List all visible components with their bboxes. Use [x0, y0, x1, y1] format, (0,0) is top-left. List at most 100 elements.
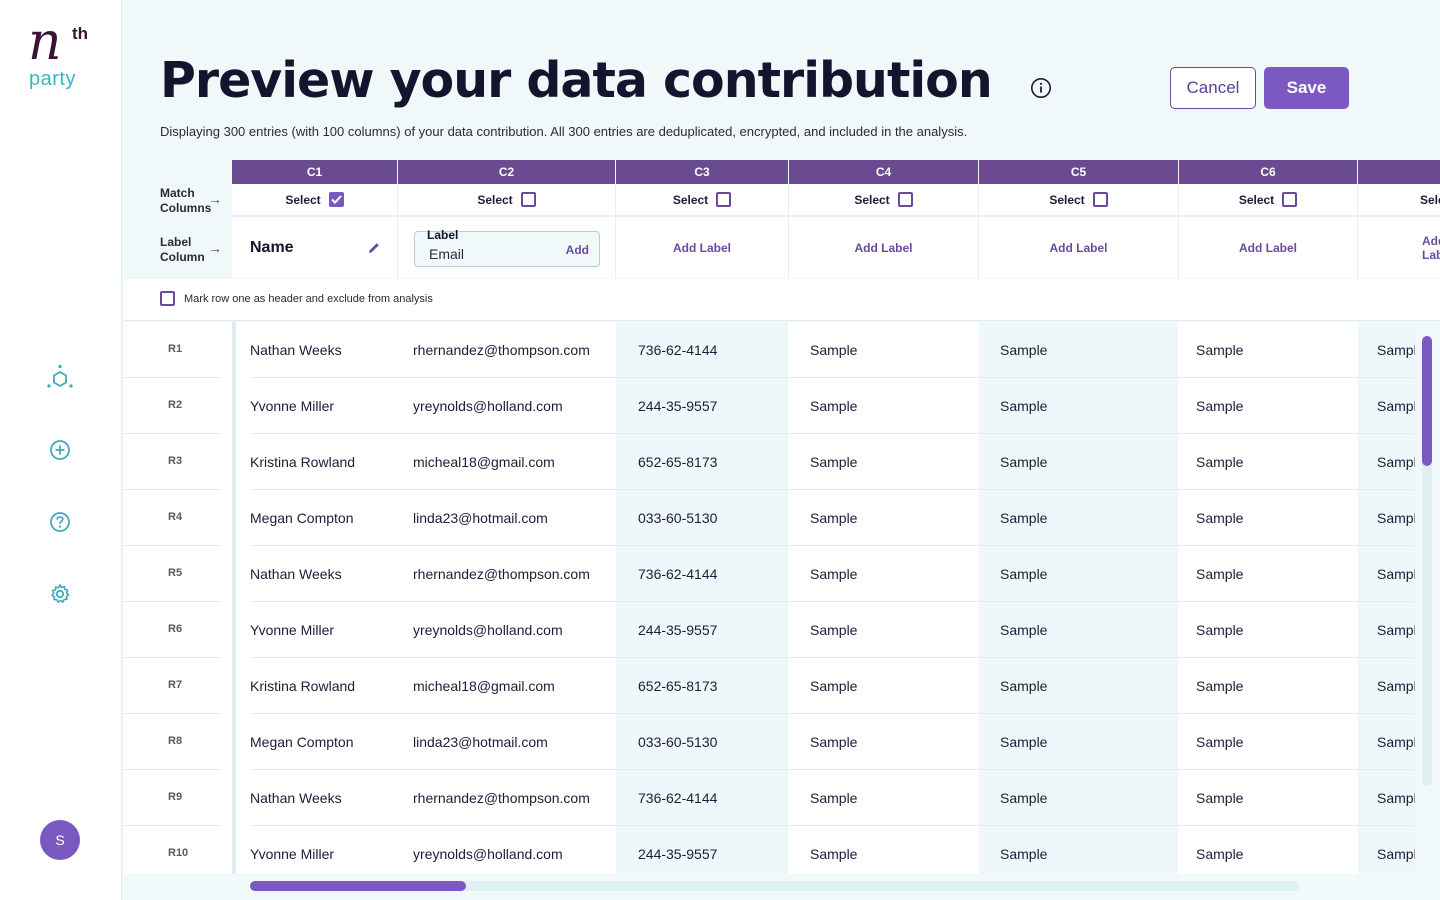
table-row[interactable]: R9 Nathan Weeks rhernandez@thompson.com 736… — [124, 770, 1415, 826]
table-cell: linda23@hotmail.com — [413, 510, 548, 526]
add-label-link[interactable]: Add Label — [616, 217, 790, 278]
horizontal-scrollbar[interactable] — [250, 881, 1299, 891]
table-cell: Sample — [1196, 846, 1244, 862]
logo-th: th — [72, 24, 89, 43]
table-row[interactable]: R1 Nathan Weeks rhernandez@thompson.com 736… — [124, 322, 1415, 378]
select-control[interactable]: Select — [398, 184, 617, 217]
column-bg-c3 — [616, 322, 788, 874]
match-columns-label: Match Columns — [160, 186, 212, 215]
cancel-button[interactable]: Cancel — [1170, 67, 1256, 109]
select-checkbox[interactable] — [897, 192, 913, 207]
table-cell: 736-62-4144 — [638, 342, 718, 358]
column-bg-c2 — [398, 322, 617, 874]
add-label-link[interactable]: Add Label — [1179, 217, 1359, 278]
table-cell: micheal18@gmail.com — [413, 678, 555, 694]
table-cell: Sample — [810, 846, 858, 862]
table-cell: Sample — [1000, 846, 1048, 862]
info-icon[interactable] — [1030, 77, 1052, 99]
help-icon[interactable] — [46, 508, 74, 536]
select-control[interactable]: Select — [1179, 184, 1359, 217]
add-label-link[interactable]: Add Label — [979, 217, 1180, 278]
column-header-c7: Select Add Label — [1358, 160, 1440, 278]
select-control[interactable]: Select — [1358, 184, 1440, 217]
table-cell: Sample — [810, 678, 858, 694]
select-control[interactable]: Select — [789, 184, 980, 217]
add-label-link[interactable]: Add Label — [1358, 217, 1440, 278]
row-divider — [250, 769, 1415, 770]
settings-icon[interactable] — [46, 580, 74, 608]
column-divider — [232, 322, 236, 874]
select-control[interactable]: Select — [232, 184, 399, 217]
add-circle-icon[interactable] — [46, 436, 74, 464]
column-header-c2: C2 Select Label Email Add — [398, 160, 617, 278]
select-checkbox[interactable] — [1282, 192, 1298, 207]
table-cell: 244-35-9557 — [638, 622, 718, 638]
table-cell: Sample — [1377, 398, 1415, 414]
table-row[interactable]: R7 Kristina Rowland micheal18@gmail.com 652… — [124, 658, 1415, 714]
page-subtitle: Displaying 300 entries (with 100 columns… — [160, 124, 968, 139]
select-checkbox[interactable] — [520, 192, 536, 207]
column-id — [1358, 160, 1440, 184]
table-row[interactable]: R6 Yvonne Miller yreynolds@holland.com 244-… — [124, 602, 1415, 658]
column-bg-c7 — [1358, 322, 1415, 874]
label-cell: Label Email Add — [398, 217, 617, 278]
mark-header-checkbox[interactable] — [160, 291, 175, 306]
edit-pencil-icon[interactable] — [367, 241, 381, 258]
table-row[interactable]: R3 Kristina Rowland micheal18@gmail.com 652… — [124, 434, 1415, 490]
table-cell: 244-35-9557 — [638, 398, 718, 414]
row-divider — [124, 601, 222, 602]
select-checkbox[interactable] — [328, 192, 344, 207]
vertical-scrollbar[interactable] — [1422, 336, 1432, 786]
select-checkbox[interactable] — [716, 192, 732, 207]
user-avatar[interactable]: S — [40, 820, 80, 860]
horizontal-scroll-thumb[interactable] — [250, 881, 466, 891]
row-id: R4 — [168, 511, 183, 523]
network-icon[interactable] — [46, 364, 74, 392]
label-caption: Label — [427, 228, 459, 242]
table-cell: Sample — [810, 510, 858, 526]
label-cell: Name — [232, 217, 399, 278]
table-cell: Sample — [1377, 510, 1415, 526]
add-label-button[interactable]: Add — [565, 243, 589, 257]
label-input[interactable]: Label Email Add — [414, 228, 600, 267]
table-cell: Sample — [1377, 566, 1415, 582]
table-cell: Nathan Weeks — [250, 566, 342, 582]
row-id: R2 — [168, 399, 183, 411]
table-row[interactable]: R4 Megan Compton linda23@hotmail.com 033-60… — [124, 490, 1415, 546]
column-header-c6: C6 Select Add Label — [1179, 160, 1359, 278]
select-label: Select — [285, 192, 321, 207]
nth-party-logo[interactable]: n th party — [26, 16, 98, 94]
table-cell: micheal18@gmail.com — [413, 454, 555, 470]
table-cell: Sample — [1377, 622, 1415, 638]
table-cell: Sample — [1377, 342, 1415, 358]
table-cell: Kristina Rowland — [250, 454, 356, 470]
save-button[interactable]: Save — [1264, 67, 1349, 109]
table-cell: rhernandez@thompson.com — [413, 342, 590, 358]
table-cell: Sample — [1377, 790, 1415, 806]
table-row[interactable]: R5 Nathan Weeks rhernandez@thompson.com 736… — [124, 546, 1415, 602]
table-cell: 033-60-5130 — [638, 510, 718, 526]
table-row[interactable]: R8 Megan Compton linda23@hotmail.com 033-60… — [124, 714, 1415, 770]
table-row[interactable]: R10 Yvonne Miller yreynolds@holland.com 244… — [124, 826, 1415, 874]
table-cell: yreynolds@holland.com — [413, 398, 563, 414]
table-cell: Sample — [1000, 510, 1048, 526]
label-value: Email — [429, 246, 465, 262]
row-divider — [250, 825, 1415, 826]
add-label-link[interactable]: Add Label — [789, 217, 980, 278]
select-control[interactable]: Select — [616, 184, 790, 217]
table-cell: Sample — [1000, 790, 1048, 806]
column-header-c4: C4 Select Add Label — [789, 160, 980, 278]
table-cell: Sample — [1196, 622, 1244, 638]
select-control[interactable]: Select — [979, 184, 1180, 217]
row-divider — [250, 489, 1415, 490]
column-id: C1 — [232, 160, 399, 184]
logo-party: party — [29, 68, 76, 90]
table-row[interactable]: R2 Yvonne Miller yreynolds@holland.com 244-… — [124, 378, 1415, 434]
select-checkbox[interactable] — [1092, 192, 1108, 207]
table-cell: Sample — [1196, 454, 1244, 470]
vertical-scroll-thumb[interactable] — [1422, 336, 1432, 466]
column-config-header: Match Columns → Label Column → C1 Select… — [124, 160, 1440, 278]
column-id: C6 — [1179, 160, 1359, 184]
table-cell: Sample — [810, 454, 858, 470]
row-divider — [124, 657, 222, 658]
